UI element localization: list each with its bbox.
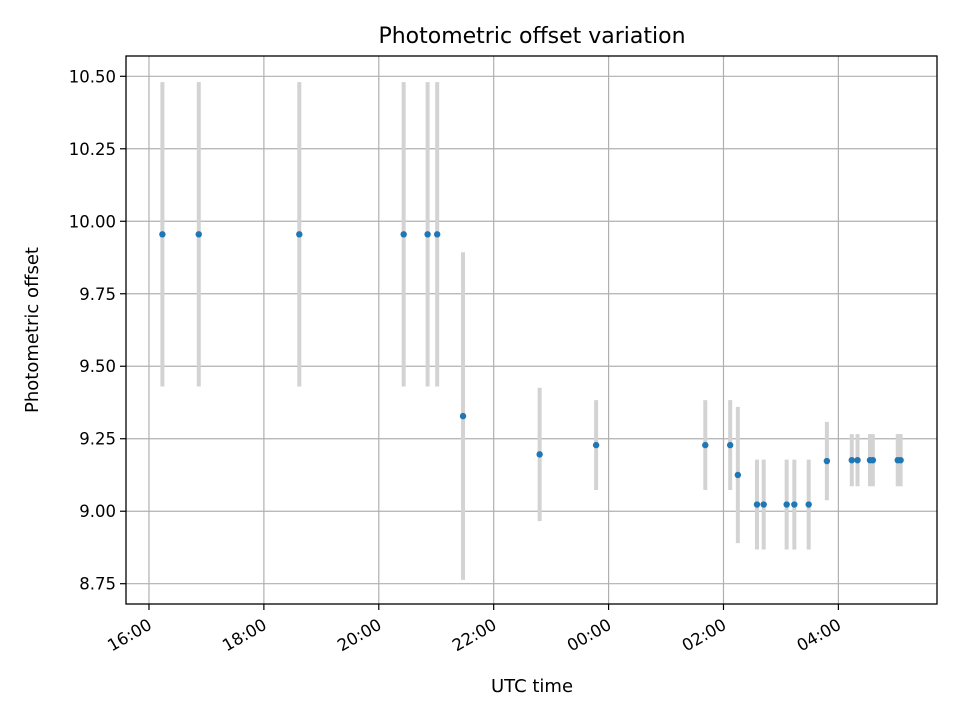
data-point: [400, 231, 407, 238]
data-point: [791, 501, 798, 508]
data-point: [734, 471, 742, 479]
y-axis: 8.75 9.00 9.25 9.50 9.75 10.00 10.25 10.50: [69, 67, 126, 594]
data-point: [760, 501, 767, 508]
data-point: [195, 231, 202, 238]
data-point: [848, 456, 855, 464]
data-point: [823, 457, 831, 465]
data-point: [726, 441, 734, 449]
data-point: [702, 441, 709, 449]
y-tick-label: 9.50: [79, 357, 116, 376]
y-tick-label: 10.50: [69, 67, 116, 86]
data-point: [897, 456, 904, 464]
y-tick-label: 9.25: [79, 430, 116, 449]
data-point: [783, 501, 790, 508]
data-point: [424, 231, 431, 238]
data-points: [159, 231, 904, 508]
grid: [126, 56, 937, 604]
y-tick-label: 9.00: [79, 502, 116, 521]
data-point: [459, 412, 467, 420]
plot-frame: [125, 55, 938, 605]
data-point: [869, 456, 877, 464]
data-point: [854, 456, 861, 464]
chart-title: Photometric offset variation: [378, 24, 685, 49]
data-point: [159, 231, 166, 238]
data-point: [296, 231, 303, 238]
y-axis-label: Photometric offset: [22, 247, 43, 413]
data-point: [805, 501, 812, 508]
y-tick-label: 10.00: [69, 212, 116, 231]
x-axis-label: UTC time: [491, 676, 573, 697]
data-point: [592, 441, 600, 449]
y-tick-label: 10.25: [69, 140, 116, 159]
y-tick-label: 9.75: [79, 285, 116, 304]
data-point: [753, 501, 761, 508]
data-point: [433, 231, 441, 238]
y-tick-label: 8.75: [79, 575, 116, 594]
data-point: [536, 451, 543, 458]
